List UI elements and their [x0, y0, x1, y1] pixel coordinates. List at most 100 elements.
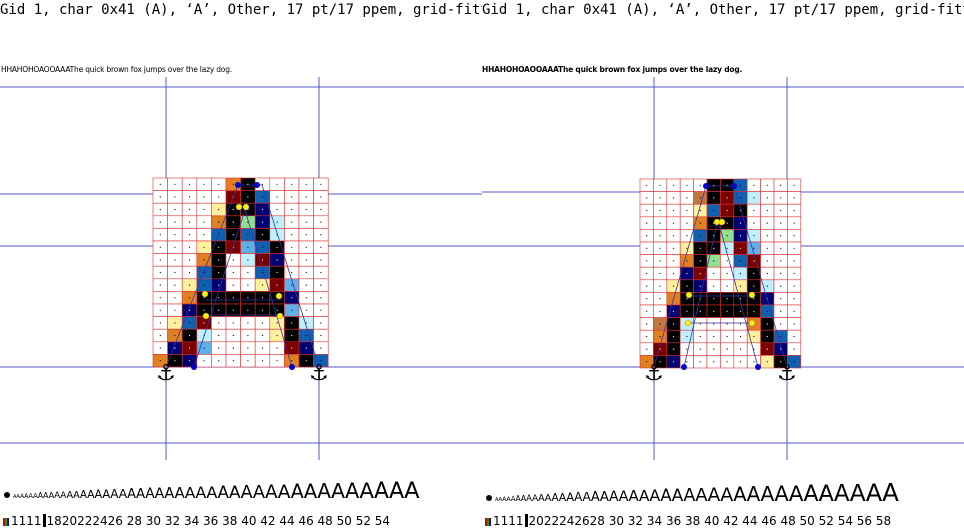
pixel-center-dot [753, 197, 755, 199]
pixel-center-dot [232, 221, 234, 223]
pixel-center-dot [174, 297, 176, 299]
waterfall-glyph: A [649, 486, 661, 504]
pixel-center-dot [686, 272, 688, 275]
point-marker-icon [718, 218, 726, 226]
pixel-center-dot [174, 271, 176, 274]
pixel-center-dot [305, 271, 307, 274]
waterfall-glyph: A [618, 489, 629, 504]
pixel-center-dot [203, 196, 205, 198]
waterfall-glyph: A [79, 489, 88, 501]
pixel-center-dot [646, 310, 648, 312]
point-marker-icon [731, 183, 737, 189]
glyph-canvas[interactable]: ⚓ ⚓ ⚓ ⚓ [0, 0, 964, 478]
pixel-center-dot [203, 246, 205, 248]
waterfall-glyph: A [544, 493, 552, 504]
pixel-center-dot [174, 208, 176, 211]
waterfall-glyph: A [833, 481, 850, 504]
pixel-center-dot [188, 271, 191, 274]
pixel-center-dot [305, 297, 307, 299]
pixel-center-dot [261, 284, 264, 286]
waterfall-glyph: A [502, 496, 507, 503]
pixel-center-dot [753, 298, 755, 300]
pixel-center-dot [699, 335, 701, 338]
bullet-icon [486, 495, 492, 501]
size-cursor-left[interactable] [42, 514, 46, 527]
pixel-center-dot [646, 272, 648, 275]
pixel-center-dot [672, 235, 675, 237]
pixel-center-dot [753, 272, 755, 275]
pixel-center-dot [739, 323, 742, 325]
pixel-center-dot [646, 197, 648, 199]
pixel-center-dot [188, 284, 191, 286]
pixel-center-dot [218, 259, 220, 261]
pixel-center-dot [713, 310, 715, 312]
pixel-center-dot [261, 334, 264, 337]
waterfall-glyph: A [94, 488, 103, 501]
pixel-center-dot [305, 234, 307, 236]
pixel-center-dot [646, 285, 648, 287]
pixel-center-dot [218, 334, 220, 337]
pixel-center-dot [766, 260, 768, 262]
pixel-center-dot [188, 360, 191, 362]
anchor-icon: ⚓ [777, 361, 797, 386]
pixel-center-dot [646, 323, 648, 325]
waterfall-glyph: A [746, 482, 761, 504]
pixel-center-dot [686, 197, 688, 199]
pixel-center-dot [753, 310, 755, 312]
pixel-center-dot [713, 298, 715, 300]
size-cursor-right[interactable] [524, 514, 528, 527]
pixel-center-dot [713, 335, 715, 338]
glyph-outline [717, 219, 759, 368]
pixel-center-dot [174, 334, 176, 337]
pixel-center-dot [739, 298, 742, 300]
pixel-center-dot [672, 348, 675, 350]
pixel-center-dot [320, 309, 322, 311]
waterfall-glyph: A [48, 490, 55, 500]
pixel-center-dot [739, 285, 742, 287]
pixel-center-dot [646, 209, 648, 212]
pixel-center-dot [726, 197, 728, 199]
pixel-center-dot [699, 285, 701, 287]
point-marker-icon [275, 292, 283, 300]
anchor-icon: ⚓ [309, 361, 329, 386]
waterfall-glyph: A [526, 494, 532, 504]
size-ruler-right: 1111 2022242628 30 32 34 36 38 40 42 44 4… [482, 513, 964, 530]
pixel-center-dot [780, 348, 782, 350]
pixel-center-dot [291, 360, 293, 362]
pixel-center-dot [305, 334, 307, 337]
pixel-center-dot [276, 360, 278, 362]
pixel-center-dot [713, 247, 715, 249]
pixel-center-dot [672, 323, 675, 325]
waterfall-glyph: A [733, 483, 747, 504]
pixel-center-dot [726, 184, 728, 186]
pixel-center-dot [276, 208, 278, 211]
waterfall-glyph: A [252, 482, 266, 503]
pixel-center-dot [203, 297, 205, 299]
pixel-center-dot [739, 272, 742, 275]
pixel-center-dot [659, 235, 661, 237]
pixel-center-dot [159, 196, 161, 198]
pixel-center-dot [188, 322, 191, 324]
anchor-icon: ⚓ [644, 361, 664, 386]
pixel-center-dot [686, 209, 688, 212]
waterfall-glyph: A [277, 481, 291, 503]
waterfall-glyph: A [638, 487, 650, 504]
waterfall-glyph: A [532, 494, 539, 504]
pixel-center-dot [276, 334, 278, 337]
pixel-center-dot [291, 334, 293, 337]
pixel-center-dot [646, 260, 648, 262]
pixel-center-dot [203, 259, 205, 261]
pixel-center-dot [793, 310, 795, 312]
pixel-center-dot [291, 271, 293, 274]
pixel-center-dot [276, 284, 278, 286]
pixel-center-dot [203, 347, 205, 349]
pixel-center-dot [247, 297, 249, 299]
pixel-center-dot [659, 361, 661, 363]
pixel-center-dot [793, 197, 795, 199]
pixel-center-dot [753, 361, 755, 363]
pixel-center-dot [261, 259, 264, 261]
pixel-center-dot [188, 234, 191, 236]
pixel-center-dot [218, 360, 220, 362]
pixel-center-dot [232, 309, 234, 311]
pixel-center-dot [713, 197, 715, 199]
